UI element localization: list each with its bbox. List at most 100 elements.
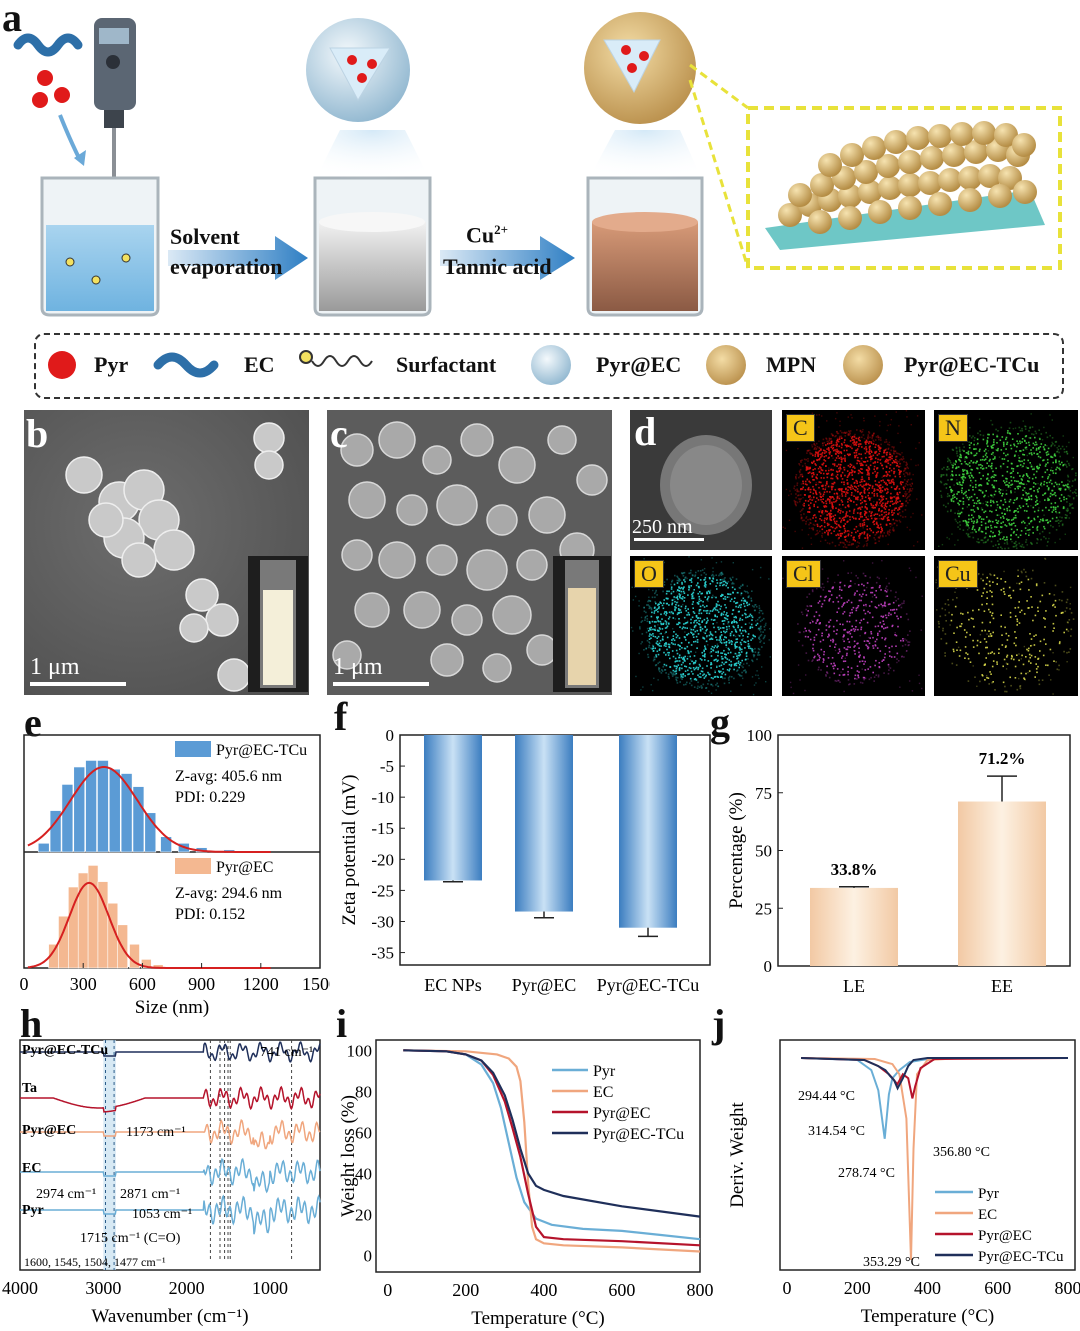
panel-label-g: g bbox=[710, 700, 730, 745]
eds-map-n: N bbox=[934, 410, 1078, 550]
chart-f-category-label: Pyr@EC-TCu bbox=[597, 975, 700, 995]
chart-e-bar bbox=[87, 865, 99, 969]
chart-i-tick-label: 0 bbox=[364, 1247, 373, 1266]
legend-pyrec: Pyr@EC bbox=[596, 352, 682, 377]
chart-e-tick-label: 900 bbox=[188, 974, 215, 994]
chart-e-stat: PDI: 0.152 bbox=[175, 906, 245, 923]
step2-label: Cu2+ bbox=[466, 222, 509, 248]
chart-j-series-line bbox=[801, 1057, 1068, 1091]
mpn-legend-icon bbox=[706, 345, 746, 385]
chart-f-bar bbox=[515, 735, 573, 912]
legend-mpn: MPN bbox=[766, 352, 817, 377]
sem-image-b: 1 μm bbox=[24, 410, 309, 695]
chart-f-category-label: Pyr@EC bbox=[512, 975, 577, 995]
chart-e-stat: Z-avg: 405.6 nm bbox=[175, 768, 283, 785]
panel-label-b: b bbox=[26, 411, 49, 456]
surfactant-legend-icon bbox=[299, 350, 313, 364]
chart-h-series-label: Pyr@EC-TCu bbox=[22, 1043, 108, 1058]
chart-h-highlight-band bbox=[103, 1040, 116, 1270]
chart-f-tick-label: -10 bbox=[371, 788, 394, 807]
chart-i-ylabel: Weight loss (%) bbox=[338, 1095, 359, 1217]
chart-i-tick-label: 60 bbox=[355, 1123, 372, 1142]
chart-h-annotation: 2871 cm⁻¹ bbox=[120, 1187, 180, 1202]
step2b-label: Tannic acid bbox=[443, 254, 552, 279]
schematic-illustration bbox=[13, 12, 1062, 317]
chart-j-legend-label: Pyr@EC bbox=[978, 1228, 1032, 1244]
chart-e-legend-label: Pyr@EC-TCu bbox=[216, 742, 307, 759]
chart-h-annotation: 741 cm⁻¹ bbox=[260, 1045, 313, 1060]
chart-j-tick-label: 0 bbox=[783, 1278, 792, 1298]
chart-j-annotation: 356.80 °C bbox=[933, 1145, 990, 1160]
chart-e-bar bbox=[144, 812, 157, 853]
chart-f-bar bbox=[424, 735, 482, 881]
step1-label: Solvent bbox=[170, 224, 240, 249]
chart-j-tick-label: 200 bbox=[844, 1278, 871, 1298]
chart-e-xlabel: Size (nm) bbox=[135, 997, 209, 1018]
chart-i-legend-label: EC bbox=[593, 1084, 613, 1101]
chart-e-bar bbox=[49, 810, 62, 853]
chart-f-tick-label: 0 bbox=[386, 726, 395, 745]
panel-label-a: a bbox=[2, 0, 22, 40]
chart-i-tick-label: 600 bbox=[608, 1280, 635, 1300]
panel-label-c: c bbox=[330, 411, 348, 456]
chart-j-annotation: 278.74 °C bbox=[838, 1166, 895, 1181]
chart-h-tick-label: 1000 bbox=[252, 1278, 288, 1298]
panel-label-f: f bbox=[334, 694, 348, 739]
chart-e-bar bbox=[97, 760, 109, 853]
chart-j-tick-label: 400 bbox=[914, 1278, 941, 1298]
chart-i-legend-label: Pyr@EC bbox=[593, 1105, 650, 1122]
schematic-legend bbox=[34, 333, 1064, 399]
pyrectcu-legend-icon bbox=[843, 345, 883, 385]
chart-h-annotation: 1715 cm⁻¹ (C=O) bbox=[80, 1231, 181, 1246]
chart-g-bar bbox=[810, 887, 898, 966]
chart-i-tick-label: 800 bbox=[687, 1280, 714, 1300]
chart-e-stat: PDI: 0.229 bbox=[175, 789, 245, 806]
chart-g-category-label: EE bbox=[991, 976, 1013, 996]
chart-g-tick-label: 25 bbox=[755, 899, 772, 918]
ec-polymer-icon bbox=[13, 33, 83, 57]
chart-e-size-distribution: Pyr@EC-TCu Z-avg: 405.6 nm PDI: 0.229 Pyr@E… bbox=[20, 734, 330, 1018]
chart-j-legend-label: EC bbox=[978, 1207, 997, 1223]
chart-e-tick-label: 300 bbox=[70, 974, 97, 994]
chart-i-series-line bbox=[403, 1049, 701, 1253]
legend-ec: EC bbox=[244, 352, 275, 377]
chart-f-tick-label: -30 bbox=[371, 912, 394, 931]
chart-g-tick-label: 100 bbox=[747, 726, 773, 745]
chart-h-annotation: 2974 cm⁻¹ bbox=[36, 1187, 96, 1202]
chart-i-series-line bbox=[403, 1049, 701, 1247]
chart-j-annotation: 294.44 °C bbox=[798, 1089, 855, 1104]
chart-i-series-line bbox=[403, 1049, 701, 1241]
panel-label-d: d bbox=[634, 409, 657, 454]
chart-h-xlabel: Wavenumber (cm⁻¹) bbox=[91, 1306, 248, 1327]
chart-e-bar bbox=[108, 768, 121, 853]
chart-i-xlabel: Temperature (°C) bbox=[471, 1308, 604, 1329]
panel-label-e: e bbox=[24, 700, 42, 745]
chart-h-tick-label: 4000 bbox=[2, 1278, 38, 1298]
chart-i-tick-label: 400 bbox=[530, 1280, 557, 1300]
chart-g-tick-label: 50 bbox=[755, 842, 772, 861]
chart-f-tick-label: -25 bbox=[371, 881, 394, 900]
chart-j-legend-label: Pyr@EC-TCu bbox=[978, 1249, 1064, 1265]
chart-f-tick-label: -5 bbox=[380, 757, 394, 776]
chart-f-bar bbox=[619, 735, 677, 928]
chart-i-tga: 0 20 40 60 80 100 0 200 400 600 800 Pyr EC Pyr@EC Pyr@… bbox=[338, 1039, 714, 1329]
chart-j-tick-label: 800 bbox=[1054, 1278, 1080, 1298]
chart-g-percentage: 0 25 50 75 100 33.8% LE 71.2% EE Percentage (%) bbox=[726, 726, 1071, 996]
chart-j-ylabel: Deriv. Weight bbox=[727, 1101, 748, 1207]
chart-e-tick-label: 1200 bbox=[243, 974, 279, 994]
legend-pyrectcu: Pyr@EC-TCu bbox=[904, 352, 1040, 377]
chart-i-tick-label: 40 bbox=[355, 1164, 372, 1183]
chart-h-frame bbox=[19, 1039, 321, 1271]
chart-e-tick-label: 600 bbox=[129, 974, 156, 994]
chart-i-tick-label: 200 bbox=[452, 1280, 479, 1300]
chart-h-series-label: Ta bbox=[22, 1081, 37, 1096]
legend-icons bbox=[48, 345, 883, 385]
eds-label-c: C bbox=[786, 414, 815, 442]
chart-j-annotation: 314.54 °C bbox=[808, 1124, 865, 1139]
chart-h-trace-pyrec bbox=[20, 1118, 321, 1150]
chart-h-series-label: Pyr bbox=[22, 1203, 44, 1218]
chart-j-frame bbox=[779, 1039, 1076, 1271]
sem-image-c: 1 μm bbox=[327, 410, 612, 695]
chart-h-annotation: 1053 cm⁻¹ bbox=[132, 1207, 192, 1222]
scale-bar-c: 1 μm bbox=[333, 654, 383, 680]
